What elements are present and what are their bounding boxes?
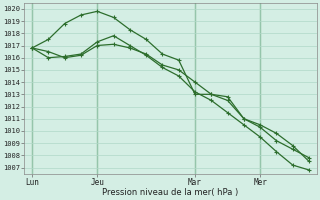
X-axis label: Pression niveau de la mer( hPa ): Pression niveau de la mer( hPa ) xyxy=(102,188,239,197)
